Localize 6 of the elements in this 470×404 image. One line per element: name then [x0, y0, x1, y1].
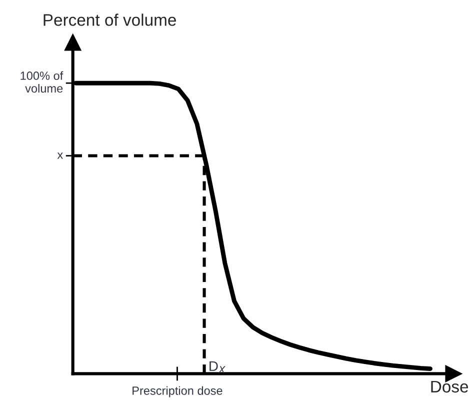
ref-line-label: x	[57, 152, 63, 159]
annotation: D$_{X}$	[210, 361, 226, 374]
text: 100% of volume	[20, 71, 64, 93]
text: Prescription dose	[132, 386, 222, 398]
x-axis-title: Dose	[431, 380, 468, 393]
y-axis-title: Percent of volume	[44, 14, 176, 26]
